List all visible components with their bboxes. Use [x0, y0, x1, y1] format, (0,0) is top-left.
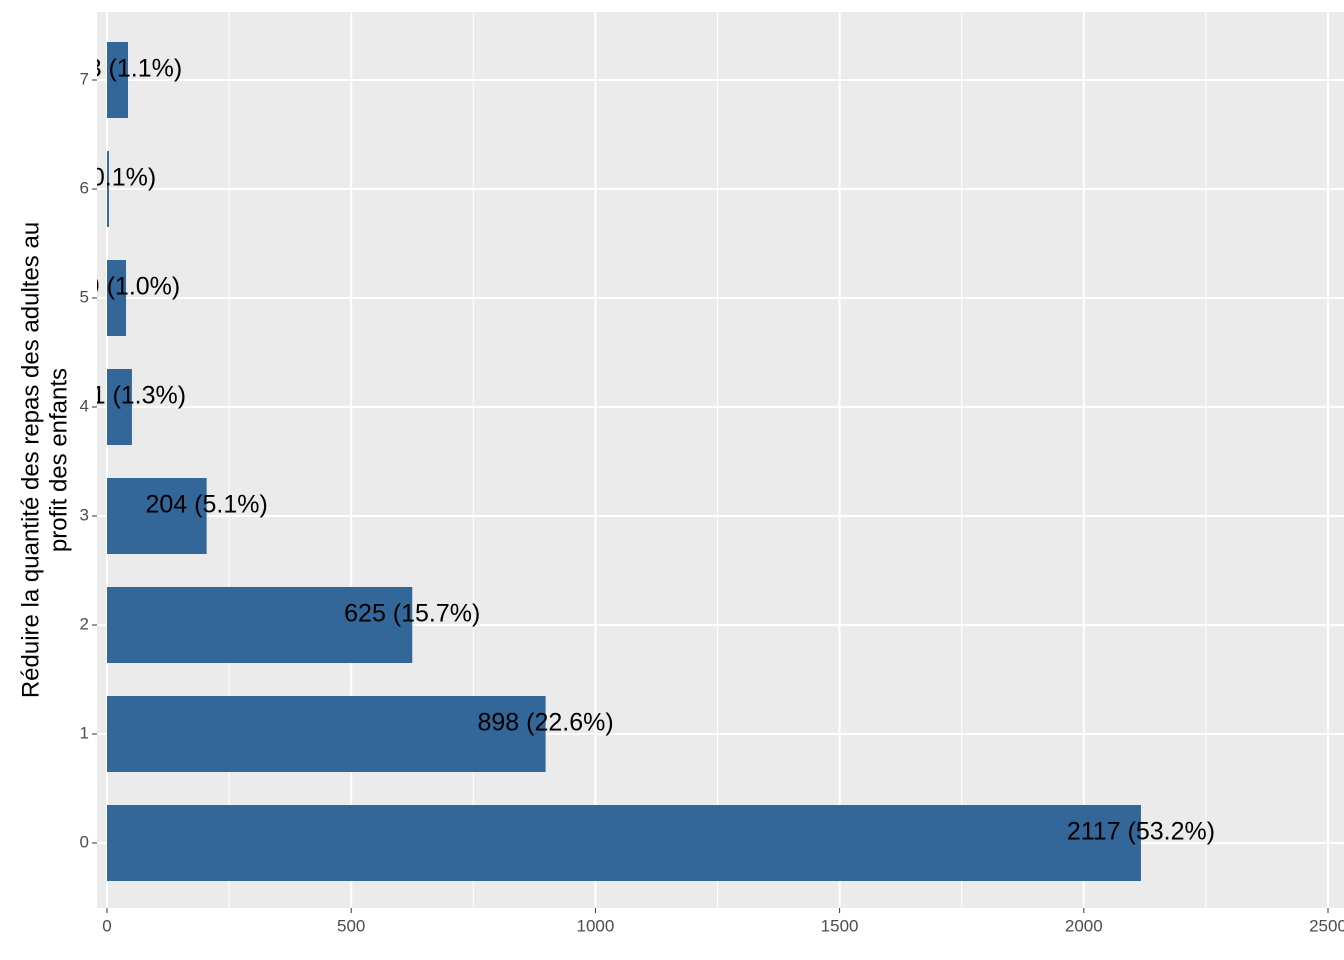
x-tick-label: 1500 — [821, 916, 859, 935]
bar — [107, 587, 413, 663]
value-label: 204 (5.1%) — [145, 491, 267, 519]
value-label: 2117 (53.2%) — [1067, 818, 1215, 846]
bar — [107, 696, 546, 772]
value-label: 898 (22.6%) — [477, 709, 613, 737]
y-tick-label: 1 — [80, 723, 89, 742]
axes: 0 500 1000 1500 2000 2500 0 1 2 3 4 5 6 7 — [80, 69, 1344, 935]
y-tick-label: 7 — [80, 69, 89, 88]
value-labels: 2117 (53.2%) 898 (22.6%) 625 (15.7%) 204 (5… — [62, 55, 1215, 846]
bars — [107, 42, 1141, 881]
y-tick-label: 3 — [80, 505, 89, 524]
x-tick-label: 2000 — [1065, 916, 1103, 935]
y-tick-label: 5 — [80, 287, 89, 306]
x-tick-label: 2500 — [1309, 916, 1344, 935]
x-tick-label: 500 — [337, 916, 365, 935]
y-tick-label: 0 — [80, 832, 89, 851]
bar — [107, 151, 109, 227]
bar — [107, 805, 1141, 881]
panel — [97, 12, 1344, 908]
x-tick-label: 1000 — [576, 916, 614, 935]
y-title-line: profit des enfants — [45, 368, 72, 552]
bar — [107, 260, 127, 336]
y-axis-title: Réduire la quantité des repas des adulte… — [17, 222, 72, 698]
y-tick-label: 2 — [80, 614, 89, 633]
x-tick-label: 0 — [102, 916, 111, 935]
value-label: 625 (15.7%) — [344, 600, 480, 628]
bar — [107, 478, 207, 554]
bar — [107, 42, 129, 118]
value-label: 4 (0.1%) — [62, 164, 156, 192]
bar — [107, 369, 132, 445]
value-label: 51 (1.3%) — [78, 382, 186, 410]
y-tick-label: 4 — [80, 396, 89, 415]
value-label: 39 (1.0%) — [72, 273, 180, 301]
y-tick-label: 6 — [80, 178, 89, 197]
y-title-line: Réduire la quantité des repas des adulte… — [17, 222, 44, 698]
value-label: 43 (1.1%) — [74, 55, 182, 83]
